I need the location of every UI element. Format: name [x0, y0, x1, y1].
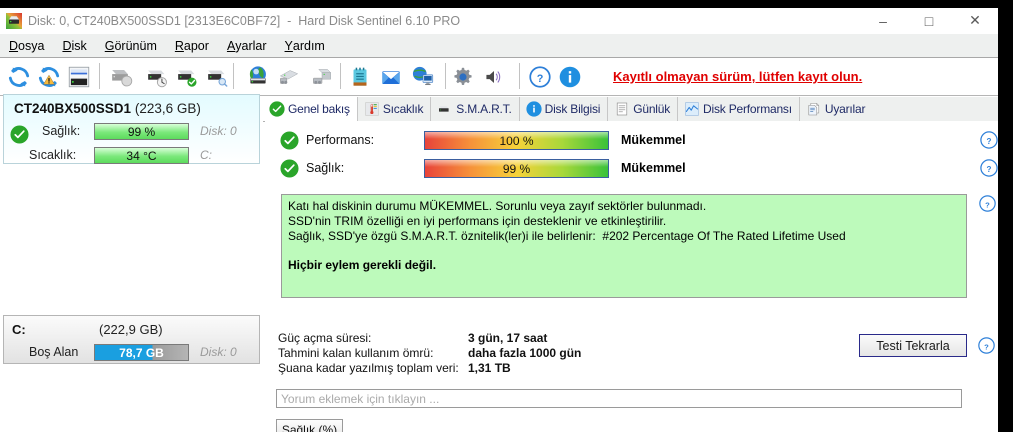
svg-text:?: ?: [537, 73, 544, 85]
svg-text:?: ?: [985, 200, 990, 209]
svg-text:?: ?: [987, 165, 992, 174]
svg-text:?: ?: [984, 342, 989, 351]
svg-text:?: ?: [987, 137, 992, 146]
